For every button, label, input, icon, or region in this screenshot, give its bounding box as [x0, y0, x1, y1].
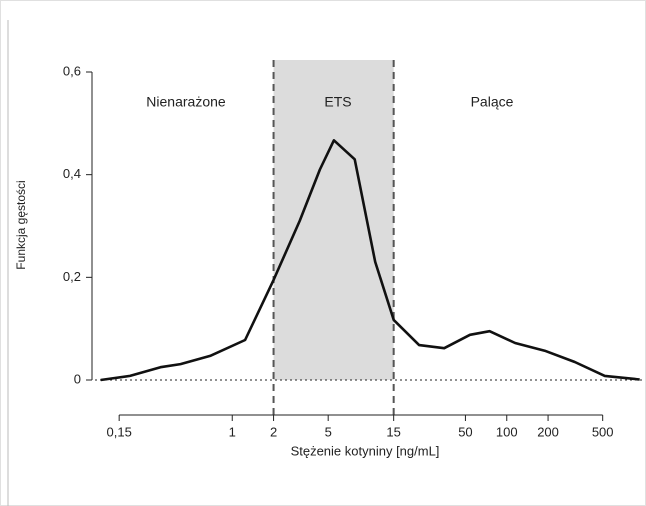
region-label: Nienarażone [146, 94, 226, 110]
y-tick-label: 0,6 [63, 63, 81, 78]
x-tick-label: 1 [229, 424, 236, 439]
x-tick-label: 100 [496, 424, 518, 439]
y-tick-label: 0,4 [63, 166, 81, 181]
shaded-region [273, 60, 394, 380]
x-tick-label: 5 [325, 424, 332, 439]
density-line [100, 139, 640, 382]
y-tick-label: 0 [74, 371, 81, 386]
region-label: Palące [471, 94, 514, 110]
x-tick-label: 500 [592, 424, 614, 439]
y-axis-label: Funkcja gęstości [14, 180, 28, 269]
x-tick-label: 50 [458, 424, 472, 439]
x-axis-label: Stężenie kotyniny [ng/mL] [291, 443, 440, 458]
x-tick-label: 200 [537, 424, 559, 439]
region-label: ETS [324, 94, 351, 110]
x-tick-label: 15 [386, 424, 400, 439]
y-tick-label: 0,2 [63, 269, 81, 284]
x-tick-label: 2 [270, 424, 277, 439]
x-tick-label: 0,15 [107, 424, 132, 439]
